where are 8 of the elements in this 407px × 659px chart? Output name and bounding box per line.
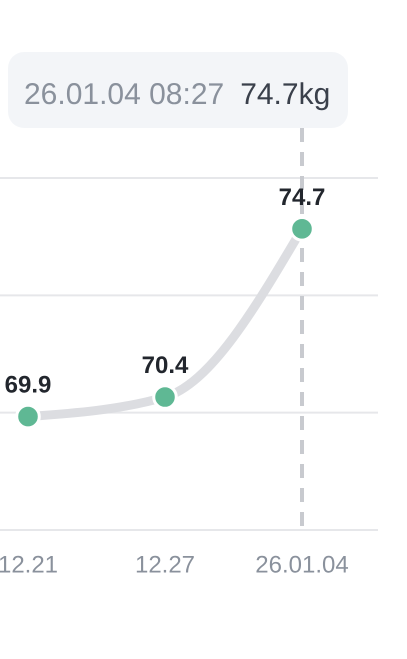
text: 26.01.04 08:27: [24, 78, 224, 111]
x-tick-label: 12.27: [134, 552, 196, 579]
data-label: 69.9: [4, 372, 52, 399]
data-label: 70.4: [142, 352, 190, 380]
x-tick-label: 26.01.04: [255, 552, 349, 579]
x-tick-label: 12.21: [0, 552, 58, 579]
data-label: 74.7: [278, 184, 326, 211]
text: 74.7kg: [240, 78, 330, 111]
